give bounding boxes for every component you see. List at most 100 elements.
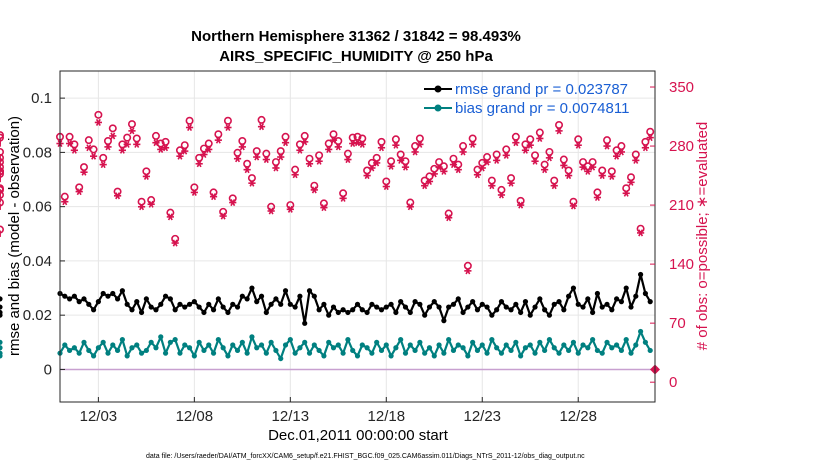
y2-tick-label: 350 bbox=[669, 79, 694, 96]
rmse-point bbox=[345, 309, 351, 316]
bias-point bbox=[138, 350, 145, 356]
rmse-point bbox=[489, 312, 495, 318]
obs-possible-marker bbox=[329, 130, 338, 139]
obs-evaluated-marker bbox=[483, 158, 491, 166]
rmse-point bbox=[153, 307, 159, 313]
obs-evaluated-marker bbox=[569, 202, 578, 210]
obs-possible-marker bbox=[382, 177, 391, 186]
obs-possible-marker bbox=[132, 134, 141, 143]
bias-point bbox=[522, 345, 529, 351]
bias-point bbox=[402, 350, 409, 356]
bias-point bbox=[90, 353, 97, 359]
obs-possible-marker bbox=[593, 188, 602, 197]
obs-evaluated-marker bbox=[584, 167, 592, 175]
bias-point bbox=[359, 342, 365, 348]
bias-point bbox=[134, 342, 140, 348]
obs-evaluated-marker bbox=[152, 139, 160, 147]
rmse-point bbox=[354, 301, 361, 307]
rmse-point bbox=[182, 304, 188, 310]
x-tick-label: 12/18 bbox=[368, 408, 406, 425]
rmse-point bbox=[86, 301, 92, 307]
obs-possible-marker bbox=[151, 131, 160, 140]
rmse-point bbox=[590, 309, 596, 316]
rmse-point bbox=[412, 299, 418, 305]
obs-evaluated-marker bbox=[401, 163, 410, 171]
rmse-point bbox=[556, 299, 562, 305]
rmse-line bbox=[59, 273, 652, 325]
obs-possible-marker bbox=[415, 134, 424, 143]
obs-evaluated-marker bbox=[325, 145, 333, 153]
obs-evaluated-marker bbox=[233, 155, 242, 163]
bias-point bbox=[599, 350, 605, 356]
obs-evaluated-marker bbox=[166, 213, 174, 221]
obs-possible-marker bbox=[631, 150, 640, 159]
obs-evaluated-marker bbox=[123, 140, 131, 148]
bias-point bbox=[594, 347, 601, 354]
obs-possible-marker bbox=[555, 120, 564, 129]
obs-evaluated-marker bbox=[421, 182, 429, 190]
obs-evaluated-marker bbox=[641, 144, 650, 152]
bias-point bbox=[489, 336, 495, 343]
obs-evaluated-marker bbox=[565, 172, 573, 180]
obs-evaluated-marker bbox=[637, 229, 645, 237]
obs-possible-marker bbox=[190, 183, 199, 192]
rmse-point bbox=[95, 299, 101, 305]
obs-evaluated-marker bbox=[598, 172, 606, 180]
x-tick-label: 12/28 bbox=[559, 408, 597, 425]
obs-possible-marker bbox=[588, 158, 597, 167]
bias-point bbox=[282, 342, 289, 348]
bias-point bbox=[647, 347, 653, 354]
obs-evaluated-marker bbox=[137, 203, 146, 211]
obs-evaluated-marker bbox=[579, 163, 587, 171]
obs-possible-marker bbox=[161, 137, 170, 146]
rmse-point bbox=[81, 296, 87, 302]
obs-possible-marker bbox=[0, 153, 4, 162]
bias-point bbox=[210, 350, 217, 356]
bias-point bbox=[537, 339, 543, 345]
rmse-point bbox=[614, 296, 620, 302]
obs-possible-marker bbox=[583, 162, 592, 171]
bias-point bbox=[460, 345, 466, 351]
obs-evaluated-marker bbox=[85, 144, 93, 152]
obs-possible-marker bbox=[535, 128, 544, 137]
obs-possible-marker bbox=[545, 147, 554, 156]
rmse-point bbox=[518, 309, 524, 316]
y-tick-label: 0.06 bbox=[23, 199, 52, 216]
obs-evaluated-marker bbox=[113, 192, 122, 200]
obs-possible-marker bbox=[492, 150, 501, 159]
rmse-point bbox=[575, 301, 581, 307]
bias-point bbox=[354, 353, 361, 359]
rmse-point bbox=[527, 312, 533, 318]
bias-point bbox=[513, 339, 519, 345]
rmse-point bbox=[326, 312, 332, 318]
obs-possible-marker bbox=[0, 169, 4, 178]
obs-possible-marker bbox=[0, 147, 4, 156]
obs-evaluated-marker bbox=[449, 161, 458, 169]
y-axis-label: rmse and bias (model - observation) bbox=[6, 116, 23, 356]
bias-point bbox=[422, 350, 428, 356]
bias-point bbox=[450, 347, 457, 354]
obs-possible-marker bbox=[502, 145, 511, 154]
rmse-point bbox=[282, 288, 289, 294]
y-tick-label: 0 bbox=[44, 361, 52, 378]
obs-possible-marker bbox=[343, 149, 352, 158]
bias-point bbox=[345, 336, 351, 343]
obs-evaluated-marker bbox=[185, 123, 194, 132]
bias-point bbox=[249, 334, 255, 340]
bias-point bbox=[532, 350, 538, 356]
bias-point bbox=[119, 336, 125, 343]
rmse-point bbox=[378, 307, 385, 313]
rmse-point bbox=[542, 307, 548, 313]
obs-evaluated-marker bbox=[344, 156, 352, 164]
obs-evaluated-marker bbox=[469, 140, 477, 148]
bias-point bbox=[0, 353, 3, 359]
obs-possible-marker bbox=[281, 132, 290, 141]
obs-evaluated-marker bbox=[61, 198, 69, 206]
obs-evaluated-marker bbox=[65, 139, 74, 148]
obs-possible-marker bbox=[420, 176, 429, 185]
rmse-point bbox=[0, 304, 3, 310]
obs-possible-marker bbox=[603, 136, 612, 145]
obs-evaluated-marker bbox=[310, 186, 318, 194]
bias-point bbox=[100, 339, 106, 345]
obs-evaluated-marker bbox=[387, 162, 395, 170]
